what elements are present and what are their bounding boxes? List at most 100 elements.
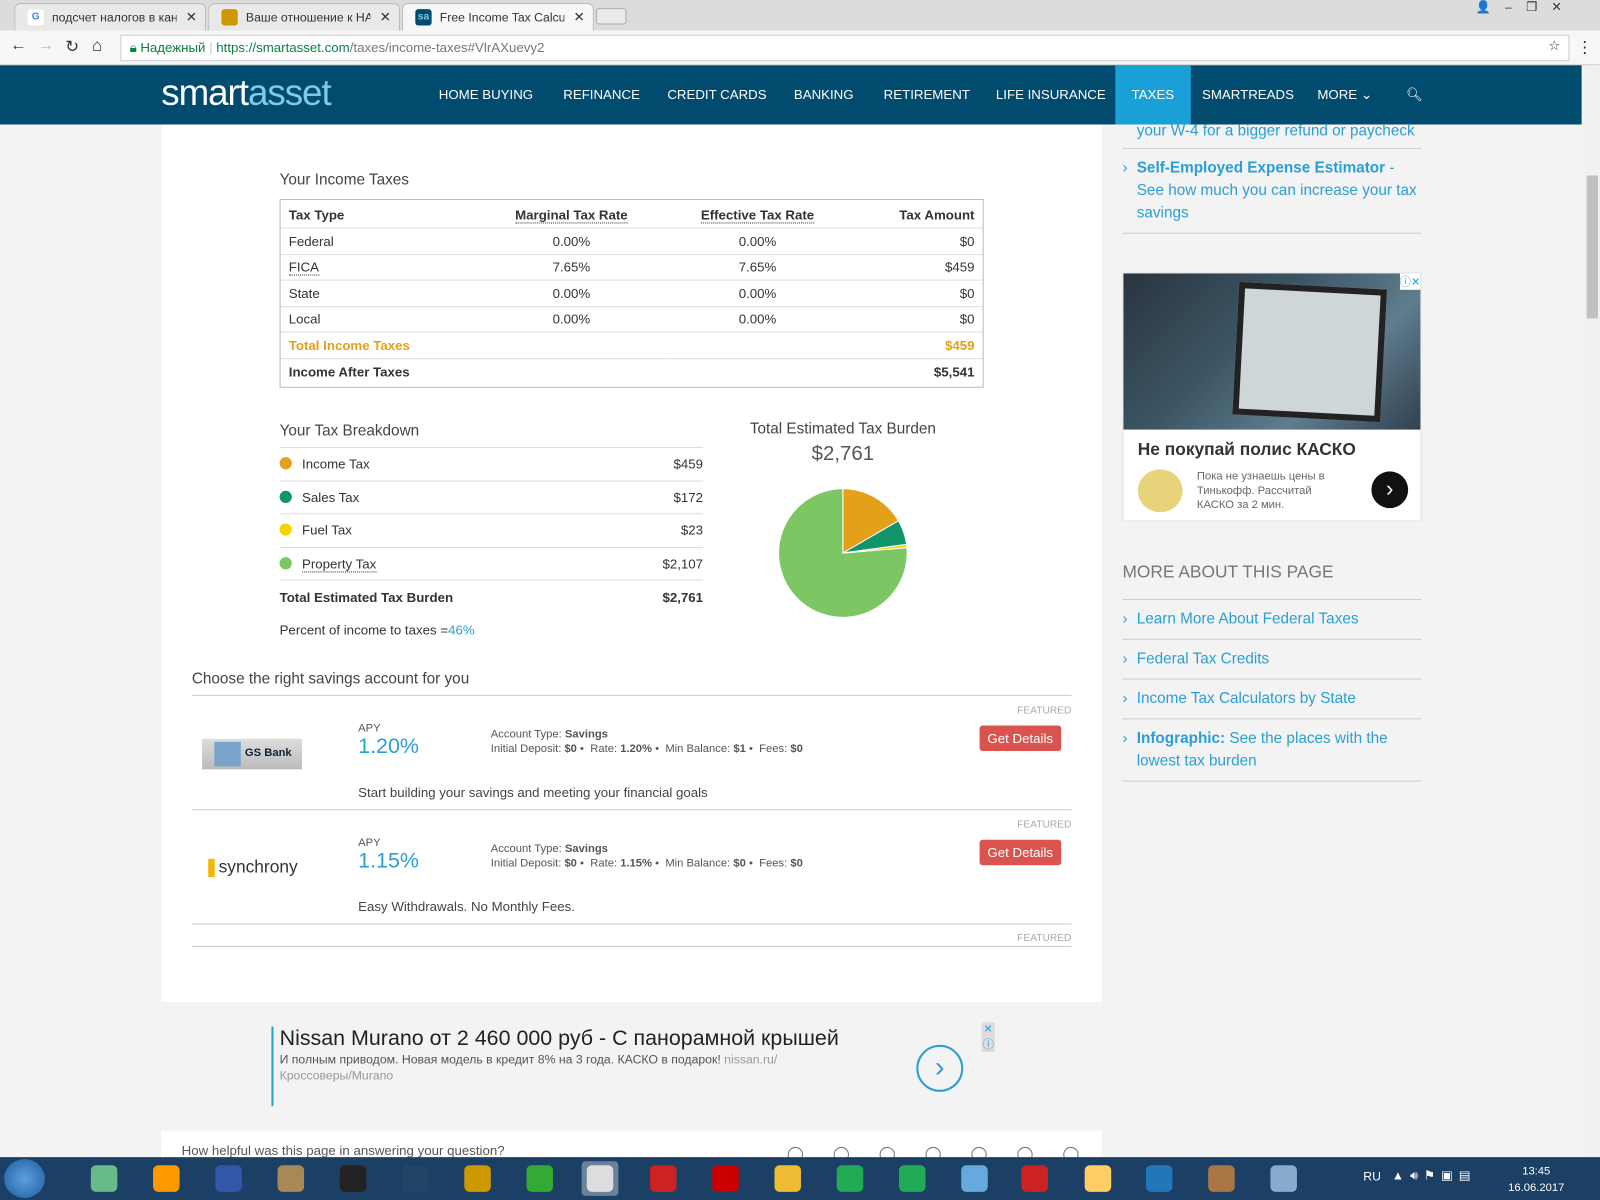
gs-bank-logo: GS Bank bbox=[202, 738, 303, 770]
taskbar-app-icon[interactable] bbox=[956, 1161, 993, 1196]
income-taxes-table: Tax Type Marginal Tax Rate Effective Tax R… bbox=[279, 198, 984, 388]
table-row: FICA 7.65% 7.65% $459 bbox=[280, 254, 983, 281]
link-federal-credits[interactable]: Federal Tax Credits bbox=[1122, 640, 1422, 680]
breakdown-list: Income Tax $459 Sales Tax $172 Fuel Tax $23… bbox=[279, 446, 704, 647]
ad-url: nissan.ru/ Кроссоверы/Murano bbox=[279, 1052, 778, 1083]
taskbar-app-icon[interactable] bbox=[581, 1161, 619, 1196]
ad-headline[interactable]: Nissan Murano от 2 460 000 руб - С панор… bbox=[279, 1026, 839, 1050]
nav-taxes[interactable]: TAXES bbox=[1115, 65, 1191, 125]
tax-burden-pie-chart bbox=[778, 488, 908, 618]
nav-more[interactable]: MORE ⌄ bbox=[1305, 65, 1384, 124]
chevron-right-icon[interactable]: › bbox=[1371, 471, 1409, 509]
smartasset-icon: sa bbox=[415, 9, 432, 26]
tab-title: Free Income Tax Calculat bbox=[439, 10, 564, 25]
nav-retirement[interactable]: RETIREMENT bbox=[883, 86, 970, 103]
nav-credit-cards[interactable]: CREDIT CARDS bbox=[667, 86, 767, 103]
nav-home-buying[interactable]: HOME BUYING bbox=[438, 86, 534, 103]
smartasset-logo[interactable]: smartasset bbox=[161, 71, 331, 114]
featured-label: FEATURED bbox=[191, 922, 1072, 947]
col-marginal-rate[interactable]: Marginal Tax Rate bbox=[515, 207, 628, 224]
property-tax-dot bbox=[279, 556, 292, 570]
lock-icon: 🔒︎ bbox=[129, 39, 141, 56]
url-input[interactable]: 🔒︎ Надежный | https://smartasset.com/tax… bbox=[120, 34, 1570, 62]
taskbar-app-icon[interactable] bbox=[272, 1161, 309, 1196]
savings-title: Choose the right savings account for you bbox=[191, 670, 470, 688]
clock[interactable]: 13:45 16.06.2017 bbox=[1508, 1165, 1565, 1194]
income-tax-dot bbox=[279, 457, 292, 470]
close-tab-icon[interactable]: ✕ bbox=[379, 9, 391, 25]
taskbar-app-icon[interactable] bbox=[397, 1161, 434, 1196]
search-icon[interactable]: 🔍︎ bbox=[1406, 86, 1423, 103]
chevron-down-icon: ⌄ bbox=[1360, 86, 1372, 103]
nav-smartreads[interactable]: SMARTREADS bbox=[1202, 86, 1294, 103]
feedback-bar: How helpful was this page in answering y… bbox=[161, 1130, 1103, 1162]
tab-habr[interactable]: Ваше отношение к НАВ ✕ bbox=[208, 3, 400, 31]
chevron-right-icon[interactable]: › bbox=[916, 1044, 964, 1092]
link-infographic[interactable]: Infographic: See the places with the low… bbox=[1122, 719, 1422, 782]
tab-smartasset[interactable]: sa Free Income Tax Calculat ✕ bbox=[402, 3, 594, 31]
star-icon[interactable]: ☆ bbox=[1548, 37, 1561, 54]
start-button[interactable] bbox=[4, 1159, 45, 1198]
new-tab-button[interactable] bbox=[595, 8, 627, 25]
taskbar-app-icon[interactable] bbox=[1016, 1161, 1053, 1196]
secure-label: Надежный bbox=[140, 39, 206, 56]
taskbar-app-icon[interactable] bbox=[707, 1161, 744, 1196]
col-tax-type: Tax Type bbox=[280, 202, 479, 229]
language-indicator[interactable]: RU bbox=[1363, 1169, 1381, 1184]
get-details-button[interactable]: Get Details bbox=[979, 725, 1062, 752]
after-tax-row: Income After Taxes $5,541 bbox=[288, 363, 975, 380]
apy-label: APY bbox=[358, 722, 381, 735]
taskbar-app-icon[interactable] bbox=[1265, 1161, 1302, 1196]
back-icon[interactable]: ← bbox=[10, 36, 27, 55]
list-item: Sales Tax $172 bbox=[279, 481, 704, 515]
taskbar-app-icon[interactable] bbox=[645, 1161, 682, 1196]
nav-life-insurance[interactable]: LIFE INSURANCE bbox=[995, 86, 1106, 103]
kasko-ad[interactable]: ⓘ✕ Не покупай полис КАСКО Пока не узнаеш… bbox=[1122, 272, 1422, 522]
tray-icons[interactable]: ▲🔊︎⚑▣▤ bbox=[1391, 1168, 1477, 1183]
ad-close-icon[interactable]: ✕ ⓘ bbox=[981, 1022, 995, 1053]
self-employed-link[interactable]: Self-Employed Expense Estimator - See ho… bbox=[1122, 149, 1422, 234]
sidebar: your W-4 for a bigger refund or paycheck… bbox=[1102, 122, 1439, 1003]
get-details-button[interactable]: Get Details bbox=[979, 839, 1062, 866]
pie-slice-property-tax bbox=[778, 488, 908, 618]
taskbar-app-icon[interactable] bbox=[1141, 1161, 1178, 1196]
nav-refinance[interactable]: REFINANCE bbox=[563, 86, 640, 103]
taskbar-app-icon[interactable] bbox=[521, 1161, 558, 1196]
forward-icon[interactable]: → bbox=[37, 36, 55, 55]
window-controls[interactable]: 👤–❐✕ bbox=[1475, 0, 1576, 15]
list-item: Property Tax $2,107 bbox=[279, 547, 704, 581]
reload-icon[interactable]: ↻ bbox=[65, 38, 79, 57]
google-icon: G bbox=[27, 9, 44, 26]
taskbar-app-icon[interactable] bbox=[769, 1161, 806, 1196]
link-federal-taxes[interactable]: Learn More About Federal Taxes bbox=[1122, 600, 1422, 640]
taskbar-app-icon[interactable] bbox=[894, 1161, 931, 1196]
col-effective-rate[interactable]: Effective Tax Rate bbox=[700, 207, 815, 224]
offer-description: Easy Withdrawals. No Monthly Fees. bbox=[358, 898, 575, 915]
taskbar-app-icon[interactable] bbox=[335, 1161, 372, 1196]
home-icon[interactable]: ⌂ bbox=[91, 35, 103, 56]
close-tab-icon[interactable]: ✕ bbox=[573, 9, 585, 25]
taskbar-app-icon[interactable] bbox=[832, 1161, 869, 1196]
nissan-ad[interactable]: Nissan Murano от 2 460 000 руб - С панор… bbox=[271, 1026, 965, 1107]
link-calculators-by-state[interactable]: Income Tax Calculators by State bbox=[1122, 680, 1422, 720]
synchrony-logo: ❚synchrony bbox=[204, 857, 298, 877]
taskbar-app-icon[interactable] bbox=[210, 1161, 247, 1196]
nav-banking[interactable]: BANKING bbox=[793, 86, 854, 103]
taskbar-app-icon[interactable] bbox=[148, 1161, 185, 1196]
taskbar-app-icon[interactable] bbox=[459, 1161, 496, 1196]
more-about-title: MORE ABOUT THIS PAGE bbox=[1122, 562, 1334, 582]
ad-text: Пока не узнаешь цены в Тинькофф. Рассчит… bbox=[1196, 470, 1325, 512]
ad-title: Не покупай полис КАСКО bbox=[1137, 439, 1356, 460]
apy-value: 1.15% bbox=[358, 848, 419, 873]
table-row: Federal 0.00% 0.00% $0 bbox=[280, 228, 983, 255]
taskbar-app-icon[interactable] bbox=[1203, 1161, 1240, 1196]
nav-more-label: MORE bbox=[1317, 86, 1358, 103]
menu-icon[interactable]: ⋮ bbox=[1576, 39, 1593, 58]
w4-link[interactable]: your W-4 for a bigger refund or paycheck bbox=[1122, 120, 1422, 149]
close-tab-icon[interactable]: ✕ bbox=[185, 9, 197, 25]
scrollbar[interactable] bbox=[1584, 65, 1600, 1158]
breakdown-total: Total Estimated Tax Burden $2,761 bbox=[279, 589, 704, 605]
taskbar-app-icon[interactable] bbox=[86, 1161, 123, 1196]
taskbar-app-icon[interactable] bbox=[1080, 1161, 1117, 1196]
